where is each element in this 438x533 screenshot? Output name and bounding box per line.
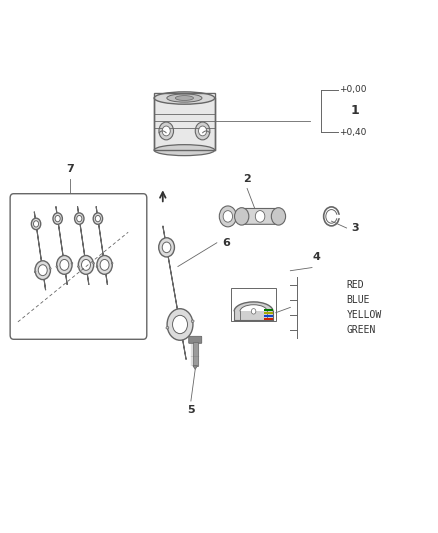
Circle shape [251,309,256,314]
Bar [193,342,198,366]
Bar [265,309,273,311]
Circle shape [32,218,41,230]
Circle shape [95,215,100,222]
Bar [265,314,273,317]
Circle shape [93,213,102,224]
FancyBboxPatch shape [240,208,280,224]
Ellipse shape [166,327,169,329]
Text: RED: RED [346,280,364,289]
Ellipse shape [154,92,215,104]
Ellipse shape [93,263,95,264]
Circle shape [81,260,91,270]
Ellipse shape [34,271,36,272]
Text: 7: 7 [66,164,74,174]
Text: BLUE: BLUE [346,295,370,305]
Bar [265,318,273,320]
Ellipse shape [167,94,202,102]
Ellipse shape [71,263,73,264]
Text: 1: 1 [351,104,360,117]
Text: 5: 5 [187,405,195,415]
Ellipse shape [111,263,113,264]
Ellipse shape [96,266,98,267]
Circle shape [60,260,69,270]
Circle shape [100,260,109,270]
Circle shape [195,122,210,140]
Polygon shape [234,302,273,311]
Text: YELLOW: YELLOW [346,310,382,320]
Text: +0,40: +0,40 [339,127,366,136]
Polygon shape [56,206,67,285]
Ellipse shape [49,268,51,269]
Circle shape [97,255,112,274]
Circle shape [33,221,39,227]
Text: 2: 2 [243,174,251,184]
Circle shape [77,215,82,222]
Circle shape [162,126,170,136]
Bar [265,312,273,314]
Text: +0,00: +0,00 [339,85,366,94]
Ellipse shape [78,266,79,267]
Circle shape [159,122,173,140]
Bar [231,288,276,321]
Circle shape [235,208,249,225]
Circle shape [78,255,94,274]
Text: 4: 4 [312,252,320,262]
Circle shape [219,206,237,227]
Bar [154,98,215,150]
Text: 6: 6 [222,238,230,248]
Ellipse shape [191,320,194,322]
Polygon shape [96,206,107,285]
Polygon shape [34,212,46,290]
Ellipse shape [56,266,58,267]
Circle shape [271,208,286,225]
Ellipse shape [154,144,215,156]
Circle shape [55,215,60,222]
Circle shape [198,126,207,136]
Polygon shape [193,366,198,369]
Text: 3: 3 [352,223,360,233]
Circle shape [159,238,174,257]
Text: GREEN: GREEN [346,325,376,335]
Circle shape [35,261,50,280]
Polygon shape [78,206,89,285]
Circle shape [223,211,233,222]
Bar [234,311,273,320]
Circle shape [38,265,47,276]
FancyBboxPatch shape [10,193,147,340]
Polygon shape [163,226,186,360]
Circle shape [74,213,84,224]
Circle shape [162,242,171,253]
FancyBboxPatch shape [189,336,202,343]
Circle shape [173,316,187,334]
Circle shape [57,255,72,274]
Ellipse shape [175,95,194,100]
Circle shape [167,309,193,340]
Circle shape [53,213,62,224]
Circle shape [255,211,265,222]
